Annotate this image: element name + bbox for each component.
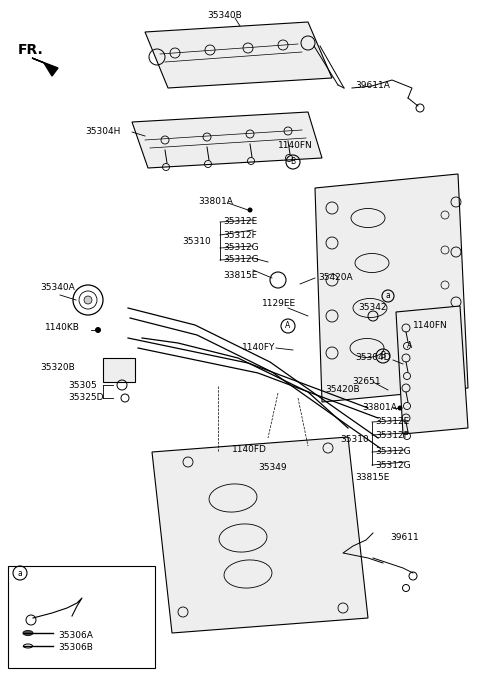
Text: 35420B: 35420B [325,385,360,394]
Text: 35312G: 35312G [223,244,259,253]
Text: 35306A: 35306A [58,631,93,639]
Text: 35340B: 35340B [208,10,242,20]
Text: 35305: 35305 [68,381,97,390]
Text: 35312F: 35312F [223,230,257,240]
Text: A: A [408,341,413,351]
Polygon shape [315,174,468,402]
Circle shape [95,327,101,333]
Text: 39611: 39611 [390,533,419,543]
Text: 33815E: 33815E [355,473,389,483]
Polygon shape [32,58,58,76]
Text: 39611A: 39611A [355,80,390,89]
Text: 35325D: 35325D [68,394,104,402]
Text: B: B [290,157,296,166]
Polygon shape [132,112,322,168]
Text: a: a [385,291,390,300]
Text: 1129EE: 1129EE [262,298,296,308]
Text: 35312G: 35312G [375,447,410,456]
Text: 35349: 35349 [258,464,287,473]
Text: 1140FN: 1140FN [278,140,313,150]
Text: 1140FY: 1140FY [242,343,276,353]
Circle shape [397,405,403,411]
Text: 35312E: 35312E [223,217,257,227]
Text: FR.: FR. [18,43,44,57]
Bar [103,358,135,382]
Text: 35312G: 35312G [223,255,259,264]
Text: a: a [18,569,23,577]
Polygon shape [145,22,332,88]
Text: 35340A: 35340A [40,283,75,293]
Text: 35310: 35310 [340,436,369,445]
Text: B: B [381,351,385,360]
Bar [8,566,155,668]
Text: 35304H: 35304H [85,127,120,136]
Text: 35310: 35310 [182,238,211,247]
Text: 35312G: 35312G [375,460,410,469]
Circle shape [248,208,252,212]
Text: 35312F: 35312F [375,430,409,439]
Polygon shape [152,437,368,633]
Text: 35342: 35342 [358,304,386,313]
Text: 1140KB: 1140KB [45,323,80,332]
Polygon shape [396,306,468,434]
Circle shape [84,296,92,304]
Text: 35306B: 35306B [58,644,93,652]
Text: 35304D: 35304D [355,353,391,362]
Text: 33801A: 33801A [198,197,233,206]
Text: 35320B: 35320B [40,364,75,373]
Text: 35420A: 35420A [318,274,353,283]
Text: A: A [286,321,290,330]
Ellipse shape [23,631,33,635]
Text: 33801A: 33801A [362,404,397,413]
Text: 32651: 32651 [352,377,381,387]
Text: 35312E: 35312E [375,417,409,426]
Text: 1140FD: 1140FD [232,445,267,454]
Text: 33815E: 33815E [223,270,257,279]
Text: 1140FN: 1140FN [413,321,448,330]
